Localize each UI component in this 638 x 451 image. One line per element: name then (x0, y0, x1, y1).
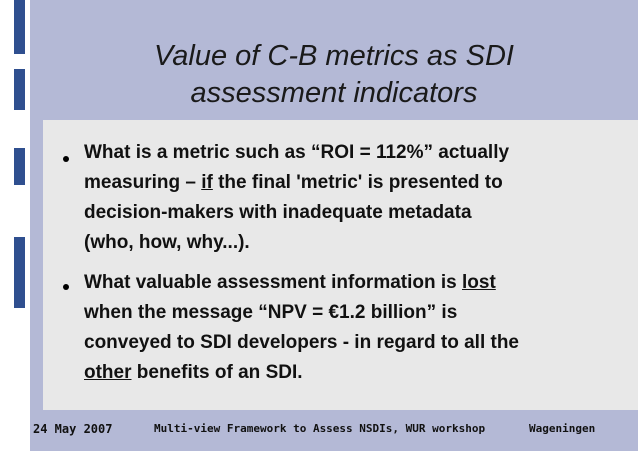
accent-bar (14, 69, 25, 110)
bullet-2-underlined-word-2: other (84, 362, 132, 383)
bullet-icon (63, 156, 69, 162)
bullet-2-line-1: What valuable assessment information is … (84, 272, 496, 294)
accent-bar (14, 237, 25, 308)
left-margin-strip (0, 0, 30, 451)
bullet-1-line-2-post: the final 'metric' is presented to (212, 172, 503, 193)
bullet-1-line-4: (who, how, why...). (84, 232, 250, 253)
content-panel (43, 120, 638, 410)
footer-place: Wageningen (529, 422, 596, 435)
bullet-2-line-2: when the message “NPV = €1.2 billion” is (84, 302, 458, 323)
bullet-1-line-2-pre: measuring – (84, 172, 202, 193)
bullet-1-line-3: decision-makers with inadequate metadata (84, 202, 472, 223)
title-line-1: Value of C-B metrics as SDI (154, 40, 514, 72)
accent-bar (14, 0, 25, 54)
bullet-icon (63, 284, 69, 290)
bullet-2-line-1-pre: What valuable assessment information is (84, 272, 462, 293)
bullet-2-underlined-word: lost (462, 272, 496, 293)
bullet-1-underlined-word: if (201, 172, 213, 193)
bullet-1-line-2: measuring – if the final 'metric' is pre… (84, 172, 503, 194)
footer-date: 24 May 2007 (33, 422, 113, 436)
bullet-2-line-3: conveyed to SDI developers - in regard t… (84, 332, 519, 353)
bullet-2-line-4-post: benefits of an SDI. (131, 362, 303, 383)
bullet-2-line-4: other benefits of an SDI. (84, 362, 303, 384)
title-line-2: assessment indicators (190, 77, 478, 109)
slide-title: Value of C-B metrics as SDI assessment i… (30, 0, 638, 115)
bullet-1-line-1: What is a metric such as “ROI = 112%” ac… (84, 142, 510, 163)
footer-event: Multi-view Framework to Assess NSDIs, WU… (154, 422, 486, 435)
accent-bar (14, 148, 25, 185)
